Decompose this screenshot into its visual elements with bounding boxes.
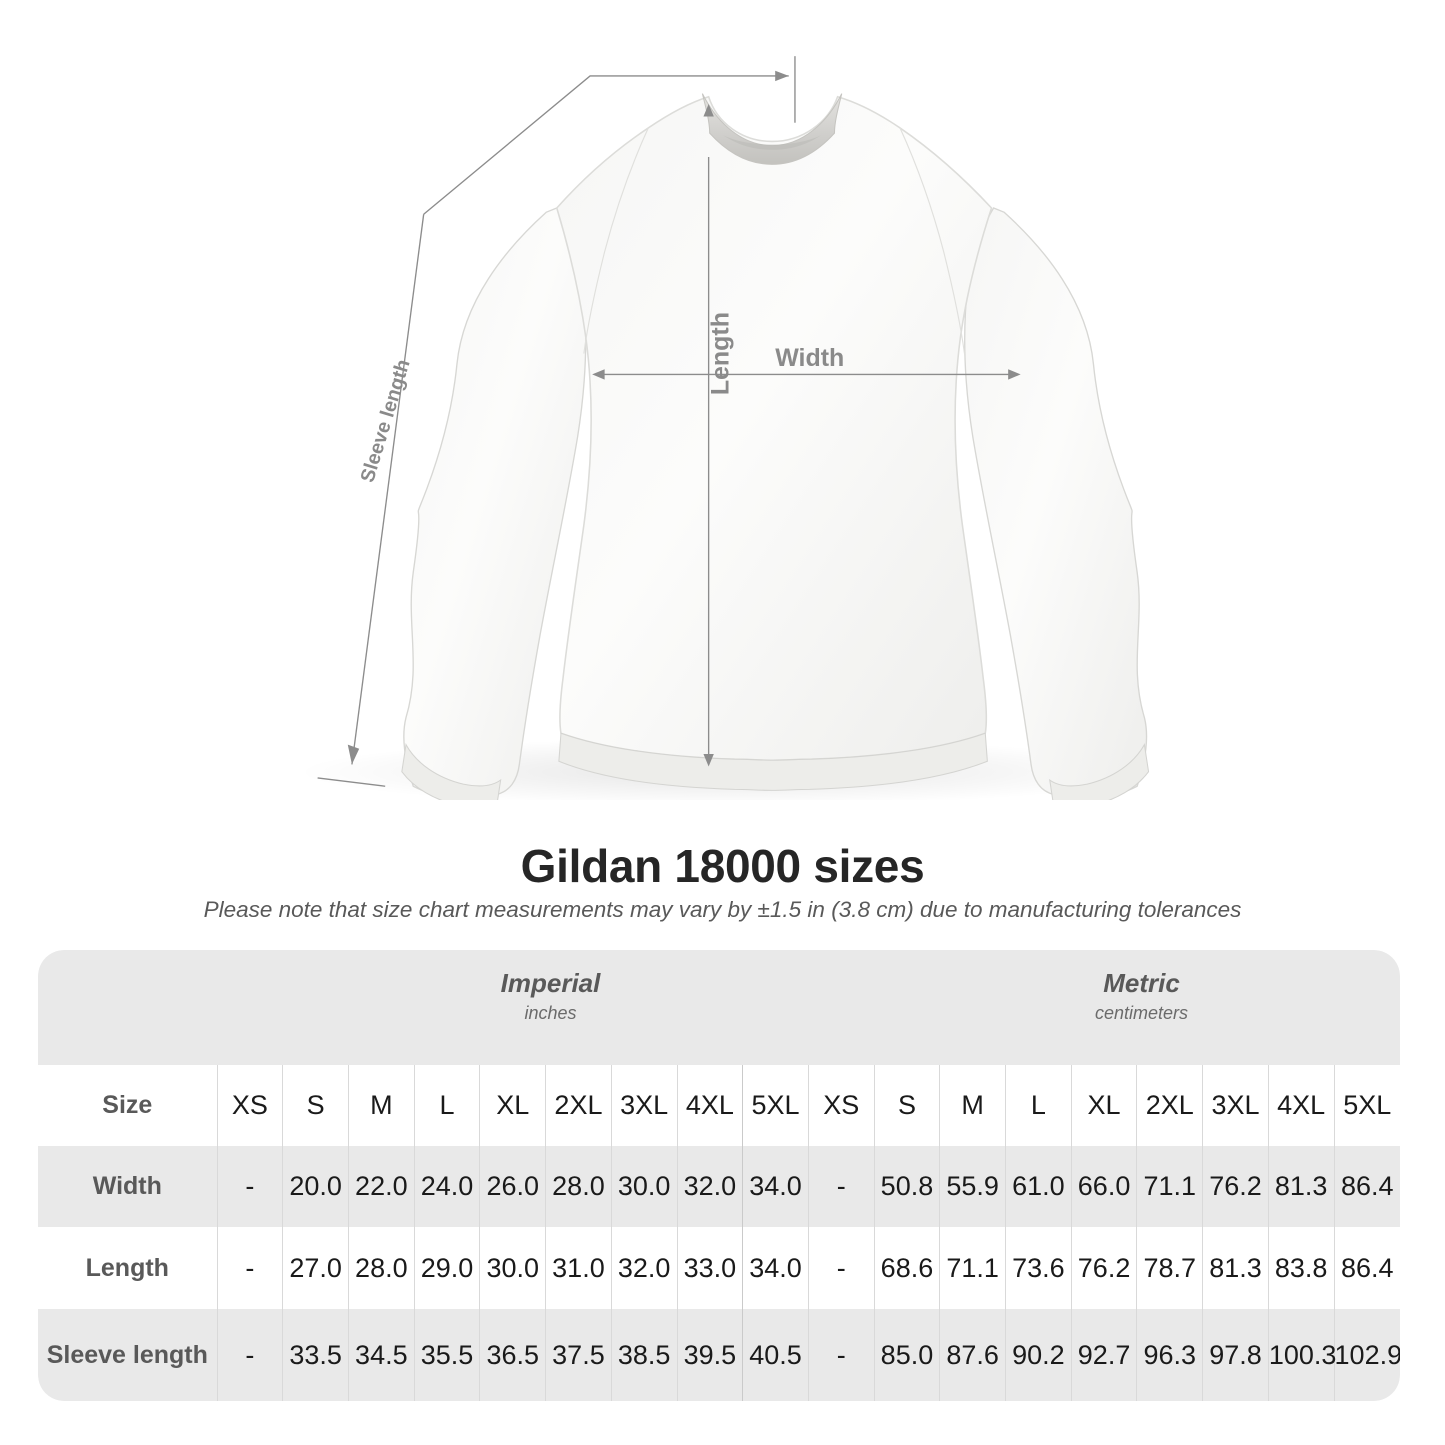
svg-text:Width: Width — [775, 344, 844, 372]
svg-text:Sleeve length: Sleeve length — [356, 357, 414, 485]
svg-text:Length: Length — [706, 312, 734, 395]
